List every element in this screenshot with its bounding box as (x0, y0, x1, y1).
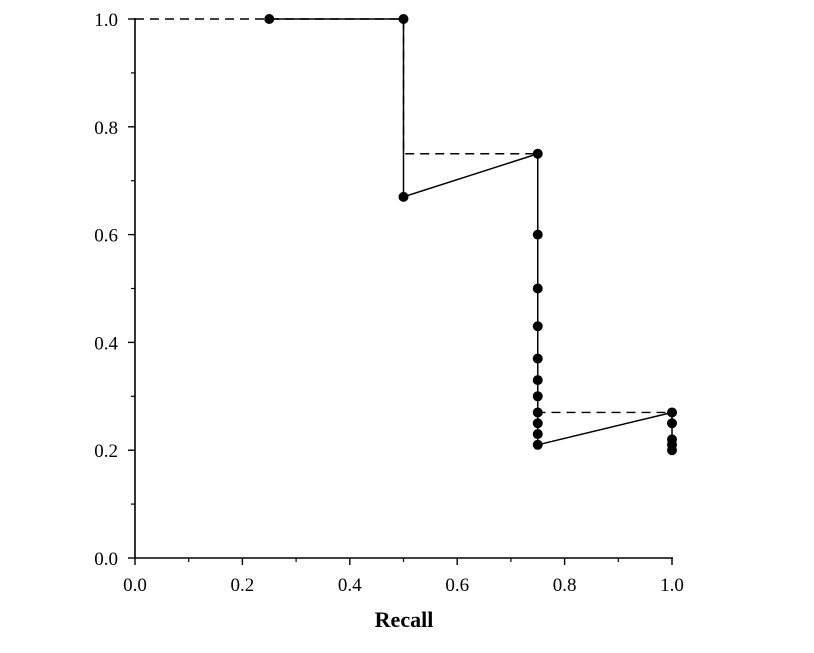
y-tick-label: 0.0 (94, 549, 118, 570)
data-point-marker (532, 229, 543, 240)
x-tick-label: 0.8 (553, 575, 577, 596)
data-point-marker (532, 418, 543, 429)
x-tick-label: 0.0 (123, 575, 147, 596)
data-point-marker (667, 418, 677, 429)
y-tick-label: 0.2 (94, 441, 118, 462)
data-point-marker (532, 429, 543, 440)
data-point-marker (532, 148, 543, 159)
x-tick-label: 1.0 (660, 575, 684, 596)
x-tick-label: 0.6 (445, 575, 469, 596)
data-point-marker (532, 321, 543, 332)
precision-recall-line (269, 18, 673, 451)
x-axis-title: Recall (375, 607, 434, 632)
y-tick-label: 1.0 (94, 10, 118, 31)
data-point-marker (532, 391, 543, 402)
data-point-marker (532, 375, 543, 386)
interpolated-precision-line (135, 18, 672, 414)
data-point-marker (398, 14, 409, 24)
data-point-marker (532, 353, 543, 364)
series-lines-group (135, 18, 673, 451)
data-point-marker (667, 445, 677, 456)
x-tick-label: 0.2 (231, 575, 255, 596)
data-point-marker (532, 439, 543, 450)
x-tick-label: 0.4 (338, 575, 362, 596)
data-point-marker (667, 407, 677, 418)
y-tick-label: 0.8 (94, 118, 118, 139)
axes-group (128, 18, 673, 565)
y-tick-label: 0.6 (94, 226, 118, 247)
tick-labels-group: 0.0 0.2 0.4 0.6 0.8 1.0 0.0 0.2 0.4 0.6 0.8 1.0 (94, 10, 684, 596)
data-point-marker (532, 283, 543, 294)
data-point-marker (264, 14, 275, 24)
data-point-marker (532, 407, 543, 418)
data-point-marker (398, 191, 409, 202)
y-tick-label: 0.4 (94, 333, 118, 354)
markers-group (264, 14, 677, 456)
